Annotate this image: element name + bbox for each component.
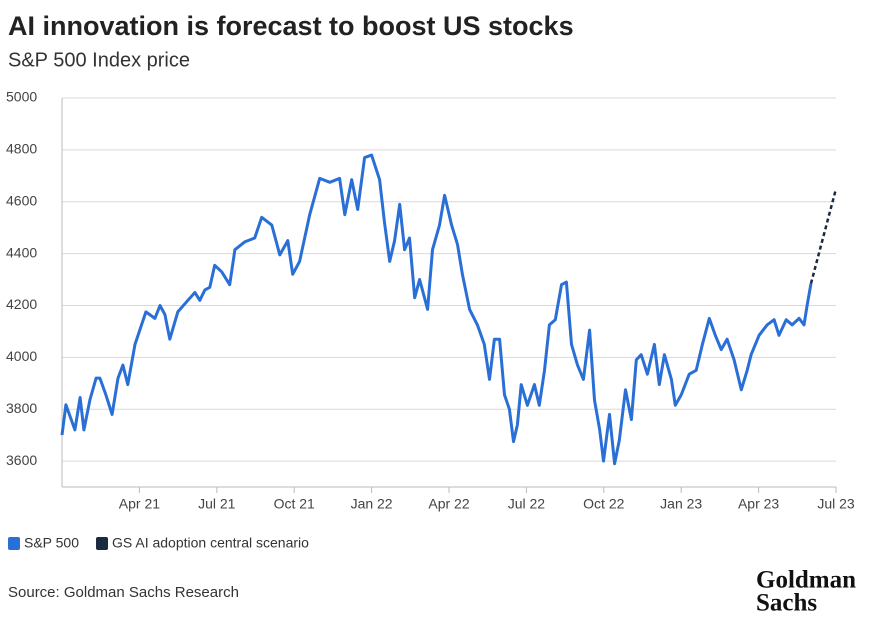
x-tick-label: Jul 22 <box>508 496 546 512</box>
y-tick-label: 4800 <box>6 141 37 157</box>
y-tick-label: 3600 <box>6 452 37 468</box>
legend-label: GS AI adoption central scenario <box>112 535 309 551</box>
series-line <box>809 188 838 284</box>
y-tick-label: 4000 <box>6 348 37 364</box>
x-tick-label: Jul 21 <box>198 496 236 512</box>
y-tick-label: 4400 <box>6 244 37 260</box>
source-note: Source: Goldman Sachs Research <box>8 584 239 601</box>
legend-label: S&P 500 <box>24 535 79 551</box>
x-tick-label: Oct 22 <box>583 496 624 512</box>
x-tick-label: Oct 21 <box>274 496 315 512</box>
legend-swatch <box>8 537 20 550</box>
x-tick-label: Jan 23 <box>660 496 702 512</box>
x-tick-label: Apr 22 <box>428 496 469 512</box>
x-tick-label: Apr 23 <box>738 496 779 512</box>
y-tick-label: 3800 <box>6 400 37 416</box>
y-tick-label: 4200 <box>6 296 37 312</box>
y-tick-label: 4600 <box>6 192 37 208</box>
legend-swatch <box>96 537 109 550</box>
x-tick-label: Jan 22 <box>351 496 393 512</box>
logo-line: Sachs <box>756 590 817 617</box>
chart-title: AI innovation is forecast to boost US st… <box>8 11 574 41</box>
chart-subtitle: S&P 500 Index price <box>8 49 190 71</box>
x-tick-label: Apr 21 <box>119 496 160 512</box>
x-tick-label: Jul 23 <box>817 496 855 512</box>
logo-line: Goldman <box>756 567 856 594</box>
series-line <box>60 153 813 466</box>
y-tick-label: 5000 <box>6 89 37 105</box>
